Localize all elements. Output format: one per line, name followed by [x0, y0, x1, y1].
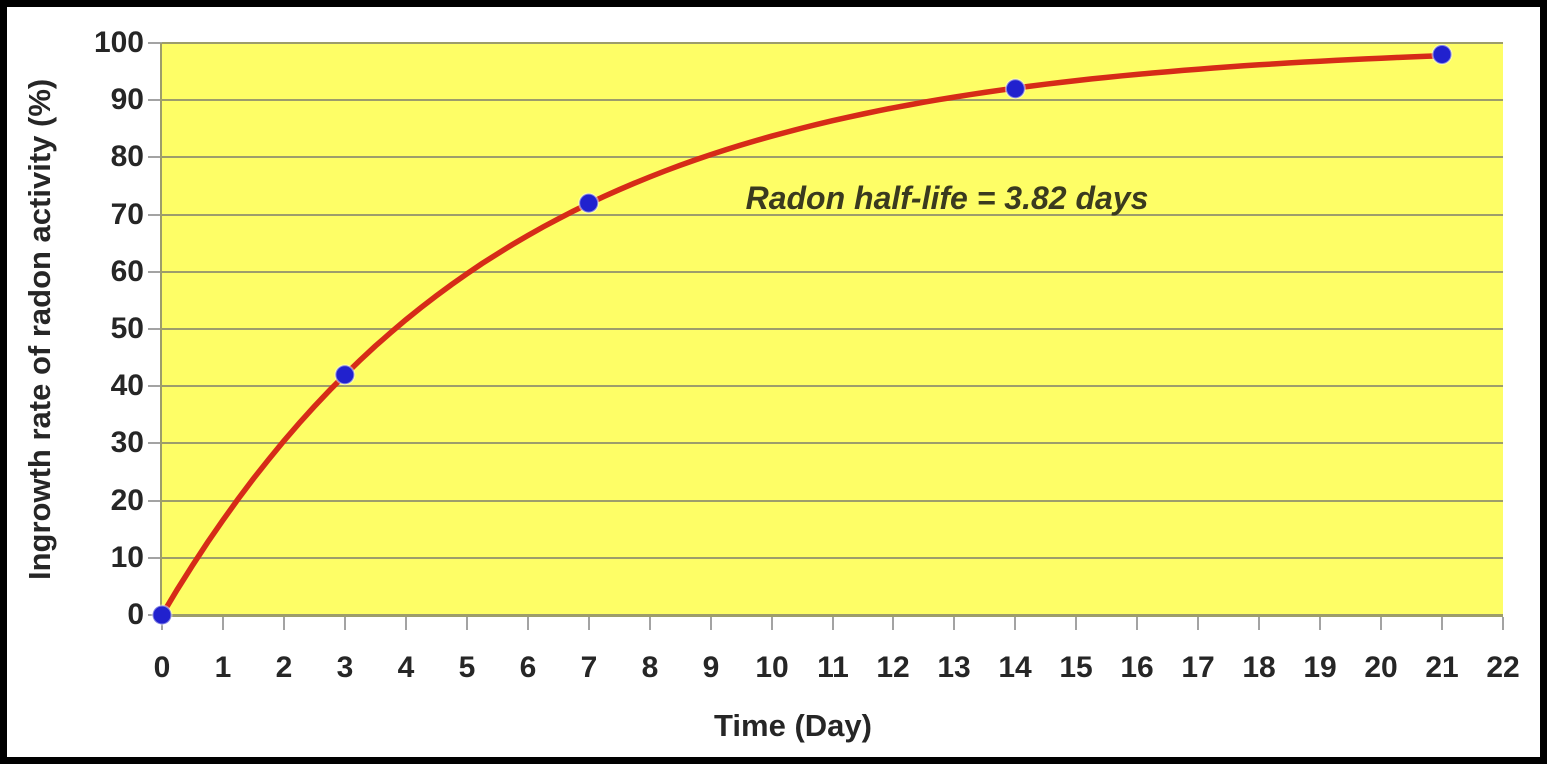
data-point-marker [1431, 43, 1453, 65]
data-point-marker [334, 364, 356, 386]
x-tick-label: 10 [755, 651, 789, 684]
x-axis-tick [1014, 617, 1016, 630]
y-gridline [162, 500, 1503, 502]
x-axis-title: Time (Day) [714, 708, 872, 743]
x-axis-tick [1380, 617, 1382, 630]
data-point-marker [151, 604, 173, 626]
y-gridline [162, 42, 1503, 44]
x-tick-label: 7 [580, 651, 598, 684]
x-tick-label: 11 [817, 651, 849, 684]
x-axis-tick [1136, 617, 1138, 630]
ingrowth-curve [159, 52, 1445, 618]
y-tick-label: 70 [110, 198, 144, 231]
y-tick-label: 60 [110, 255, 144, 288]
y-tick-label: 50 [110, 312, 144, 345]
x-tick-label: 17 [1181, 651, 1215, 684]
x-axis-tick [892, 617, 894, 630]
chart-canvas: 0 10 20 30 40 50 60 70 80 90 100 0 1 2 3 4 5 6 7 8 9 10 11 12 13… [7, 7, 1540, 757]
y-gridline [162, 214, 1503, 216]
x-axis-tick [771, 617, 773, 630]
x-axis-tick [588, 617, 590, 630]
y-axis-tick [148, 271, 162, 273]
y-axis-tick [148, 385, 162, 387]
x-axis-tick [466, 617, 468, 630]
x-axis-tick [710, 617, 712, 630]
x-tick-label: 20 [1364, 651, 1398, 684]
x-tick-label: 5 [458, 651, 476, 684]
x-axis-tick [527, 617, 529, 630]
x-tick-label: 22 [1486, 651, 1520, 684]
x-tick-label: 2 [275, 651, 293, 684]
x-axis-tick [344, 617, 346, 630]
y-gridline [162, 271, 1503, 273]
x-tick-label: 3 [336, 651, 354, 684]
y-gridline [162, 156, 1503, 158]
x-tick-label: 9 [702, 651, 720, 684]
y-axis-line [160, 43, 162, 617]
x-tick-label: 16 [1120, 651, 1154, 684]
x-tick-label: 12 [876, 651, 910, 684]
x-axis-tick [405, 617, 407, 630]
x-axis-tick [1258, 617, 1260, 630]
x-tick-label: 15 [1059, 651, 1093, 684]
y-gridline [162, 99, 1503, 101]
x-axis-tick [1075, 617, 1077, 630]
x-tick-label: 4 [397, 651, 415, 684]
x-axis-line [160, 615, 1503, 617]
y-axis-tick [148, 214, 162, 216]
x-tick-label: 14 [998, 651, 1032, 684]
x-axis-tick [832, 617, 834, 630]
data-point-marker [1004, 78, 1026, 100]
y-gridline [162, 442, 1503, 444]
x-axis-tick [1197, 617, 1199, 630]
y-axis-tick [148, 99, 162, 101]
x-tick-label: 18 [1242, 651, 1276, 684]
x-tick-label: 21 [1425, 651, 1459, 684]
y-gridline [162, 385, 1503, 387]
data-series-layer [151, 43, 1453, 626]
y-gridline [162, 328, 1503, 330]
y-tick-label: 30 [110, 426, 144, 459]
y-axis-tick [148, 156, 162, 158]
x-axis-tick [1502, 617, 1504, 630]
y-axis-tick [148, 42, 162, 44]
x-tick-label: 1 [214, 651, 232, 684]
y-tick-label: 90 [110, 83, 144, 116]
data-point-marker [578, 192, 600, 214]
y-tick-label: 40 [110, 369, 144, 402]
y-tick-label: 0 [127, 598, 144, 631]
x-tick-label: 19 [1303, 651, 1337, 684]
x-axis-tick [953, 617, 955, 630]
x-tick-label: 0 [153, 651, 171, 684]
y-tick-label: 20 [110, 484, 144, 517]
y-tick-label: 80 [110, 140, 144, 173]
x-tick-label: 13 [937, 651, 971, 684]
y-tick-label: 10 [110, 541, 144, 574]
half-life-annotation: Radon half-life = 3.82 days [745, 180, 1149, 216]
x-axis-tick [283, 617, 285, 630]
y-gridline [162, 557, 1503, 559]
y-axis-tick [148, 557, 162, 559]
x-axis-tick [1441, 617, 1443, 630]
x-tick-label: 6 [519, 651, 537, 684]
y-axis-tick [148, 442, 162, 444]
x-axis-tick [222, 617, 224, 630]
x-axis-tick [1319, 617, 1321, 630]
x-axis-tick [649, 617, 651, 630]
y-axis-tick [148, 328, 162, 330]
y-axis-tick [148, 500, 162, 502]
x-tick-label: 8 [641, 651, 659, 684]
y-tick-label: 100 [93, 26, 144, 59]
